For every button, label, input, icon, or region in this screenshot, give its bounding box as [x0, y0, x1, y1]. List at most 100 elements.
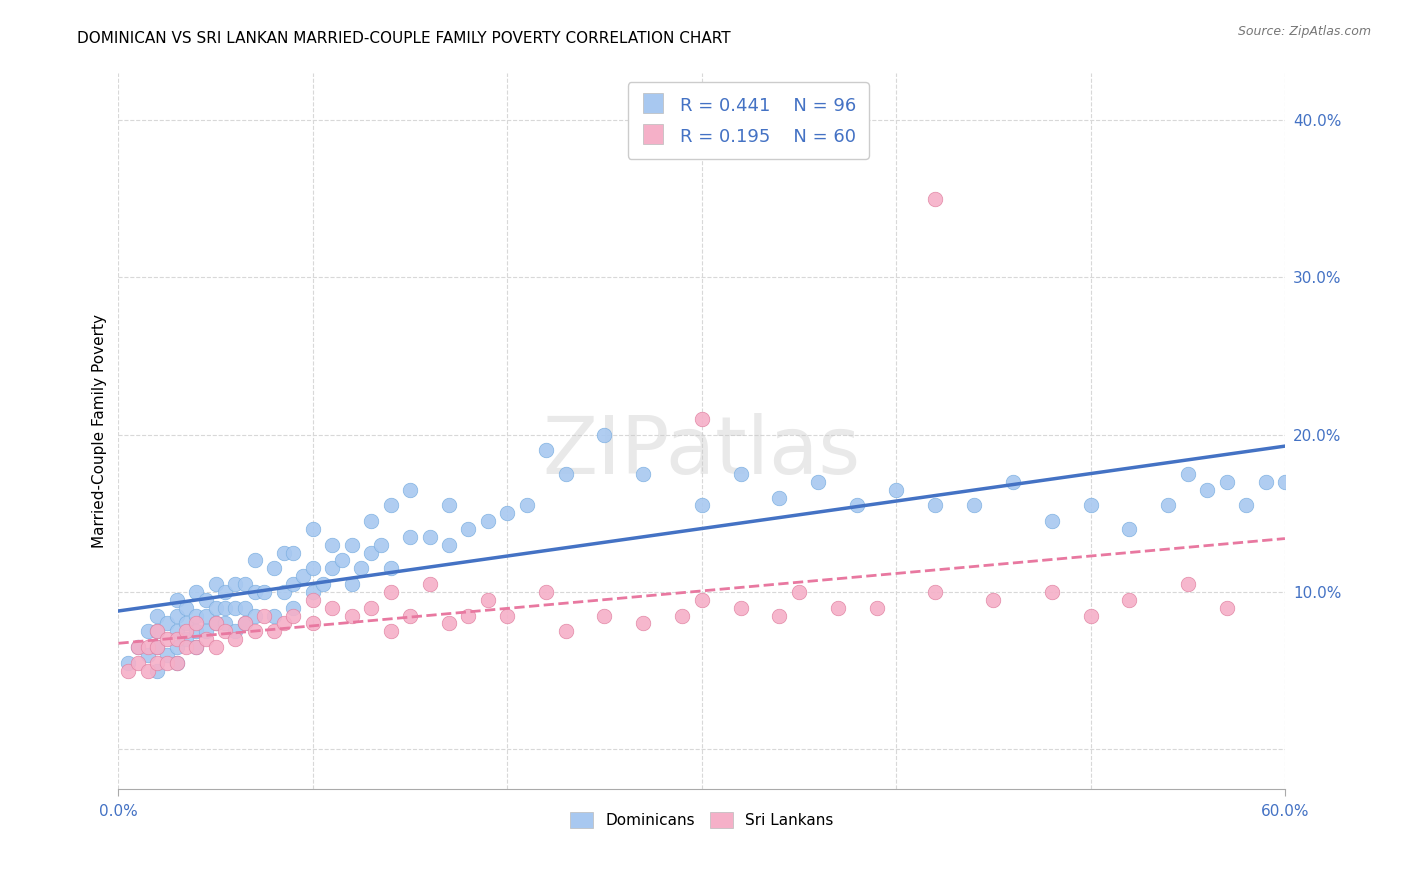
Point	[690, 499, 713, 513]
Point	[186, 640, 208, 654]
Point	[253, 585, 276, 599]
Text: ZIPatlas: ZIPatlas	[543, 413, 860, 491]
Point	[176, 640, 198, 654]
Point	[224, 600, 246, 615]
Point	[204, 616, 226, 631]
Point	[302, 592, 325, 607]
Point	[224, 624, 246, 639]
Point	[273, 616, 295, 631]
Point	[156, 648, 179, 662]
Point	[787, 585, 810, 599]
Point	[496, 506, 519, 520]
Point	[243, 608, 266, 623]
Point	[156, 616, 179, 631]
Point	[321, 561, 343, 575]
Point	[477, 592, 499, 607]
Point	[146, 640, 169, 654]
Point	[730, 467, 752, 481]
Text: Source: ZipAtlas.com: Source: ZipAtlas.com	[1237, 25, 1371, 38]
Point	[807, 475, 830, 489]
Point	[156, 656, 179, 670]
Point	[924, 585, 946, 599]
Point	[496, 608, 519, 623]
Point	[233, 616, 256, 631]
Point	[127, 640, 149, 654]
Point	[360, 600, 382, 615]
Point	[690, 412, 713, 426]
Point	[730, 600, 752, 615]
Point	[516, 499, 538, 513]
Point	[273, 546, 295, 560]
Point	[302, 561, 325, 575]
Point	[963, 499, 986, 513]
Point	[204, 577, 226, 591]
Point	[981, 592, 1004, 607]
Point	[1040, 585, 1063, 599]
Point	[380, 499, 402, 513]
Point	[302, 585, 325, 599]
Point	[1254, 475, 1277, 489]
Point	[186, 640, 208, 654]
Point	[204, 616, 226, 631]
Point	[340, 577, 363, 591]
Point	[399, 483, 422, 497]
Point	[166, 624, 188, 639]
Point	[273, 585, 295, 599]
Point	[302, 522, 325, 536]
Point	[292, 569, 315, 583]
Point	[437, 616, 460, 631]
Point	[768, 491, 790, 505]
Point	[204, 640, 226, 654]
Point	[1274, 475, 1296, 489]
Point	[311, 577, 333, 591]
Point	[633, 616, 655, 631]
Point	[1197, 483, 1219, 497]
Point	[924, 499, 946, 513]
Point	[194, 632, 217, 647]
Point	[136, 640, 159, 654]
Point	[1118, 592, 1140, 607]
Point	[321, 538, 343, 552]
Point	[166, 656, 188, 670]
Point	[1215, 475, 1237, 489]
Point	[224, 632, 246, 647]
Point	[166, 656, 188, 670]
Point	[1118, 522, 1140, 536]
Point	[176, 624, 198, 639]
Point	[1001, 475, 1024, 489]
Point	[136, 648, 159, 662]
Point	[633, 467, 655, 481]
Point	[671, 608, 693, 623]
Point	[136, 624, 159, 639]
Point	[233, 577, 256, 591]
Point	[457, 522, 479, 536]
Point	[283, 546, 305, 560]
Point	[380, 624, 402, 639]
Point	[1080, 499, 1102, 513]
Point	[330, 553, 353, 567]
Point	[690, 592, 713, 607]
Point	[204, 600, 226, 615]
Point	[214, 600, 236, 615]
Point	[146, 624, 169, 639]
Point	[360, 514, 382, 528]
Point	[1040, 514, 1063, 528]
Point	[418, 530, 440, 544]
Text: DOMINICAN VS SRI LANKAN MARRIED-COUPLE FAMILY POVERTY CORRELATION CHART: DOMINICAN VS SRI LANKAN MARRIED-COUPLE F…	[77, 31, 731, 46]
Point	[186, 616, 208, 631]
Point	[554, 624, 576, 639]
Point	[827, 600, 849, 615]
Point	[1157, 499, 1180, 513]
Point	[233, 600, 256, 615]
Point	[117, 664, 139, 678]
Point	[253, 608, 276, 623]
Point	[884, 483, 907, 497]
Point	[146, 656, 169, 670]
Point	[437, 499, 460, 513]
Point	[146, 624, 169, 639]
Point	[418, 577, 440, 591]
Legend: Dominicans, Sri Lankans: Dominicans, Sri Lankans	[564, 806, 839, 835]
Point	[233, 616, 256, 631]
Point	[176, 616, 198, 631]
Point	[243, 624, 266, 639]
